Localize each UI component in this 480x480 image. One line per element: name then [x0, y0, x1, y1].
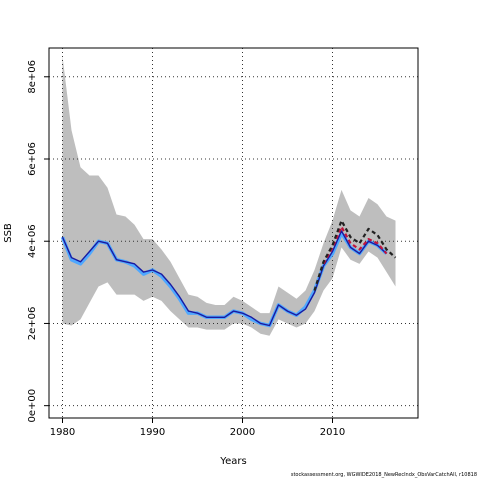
y-tick-label: 8e+06 [27, 60, 38, 94]
series-layer [60, 219, 397, 328]
x-axis-label: Years [219, 456, 246, 467]
grid-layer [49, 48, 418, 418]
x-tick-label: 2010 [320, 427, 345, 438]
y-tick-label: 6e+06 [27, 142, 38, 176]
y-axis-label: SSB [3, 223, 14, 243]
plot-frame [48, 47, 419, 419]
y-tick-label: 0e+00 [27, 389, 38, 423]
y-tick-label: 2e+06 [27, 307, 38, 341]
x-tick-label: 2000 [230, 427, 255, 438]
x-tick-label: 1980 [50, 427, 75, 438]
series-line-central [61, 230, 387, 327]
series-line-retro [313, 219, 397, 291]
x-axis: 1980 1990 2000 2010 [50, 418, 345, 438]
y-tick-label: 4e+06 [27, 224, 38, 258]
x-tick-label: 1990 [140, 427, 165, 438]
confidence-band-layer [62, 56, 396, 336]
footer-note: stockassessment.org, WGWIDE2018_NewRecIn… [290, 472, 477, 478]
confidence-band [62, 56, 396, 336]
y-axis: 0e+00 2e+06 4e+06 6e+06 8e+06 [27, 60, 49, 423]
